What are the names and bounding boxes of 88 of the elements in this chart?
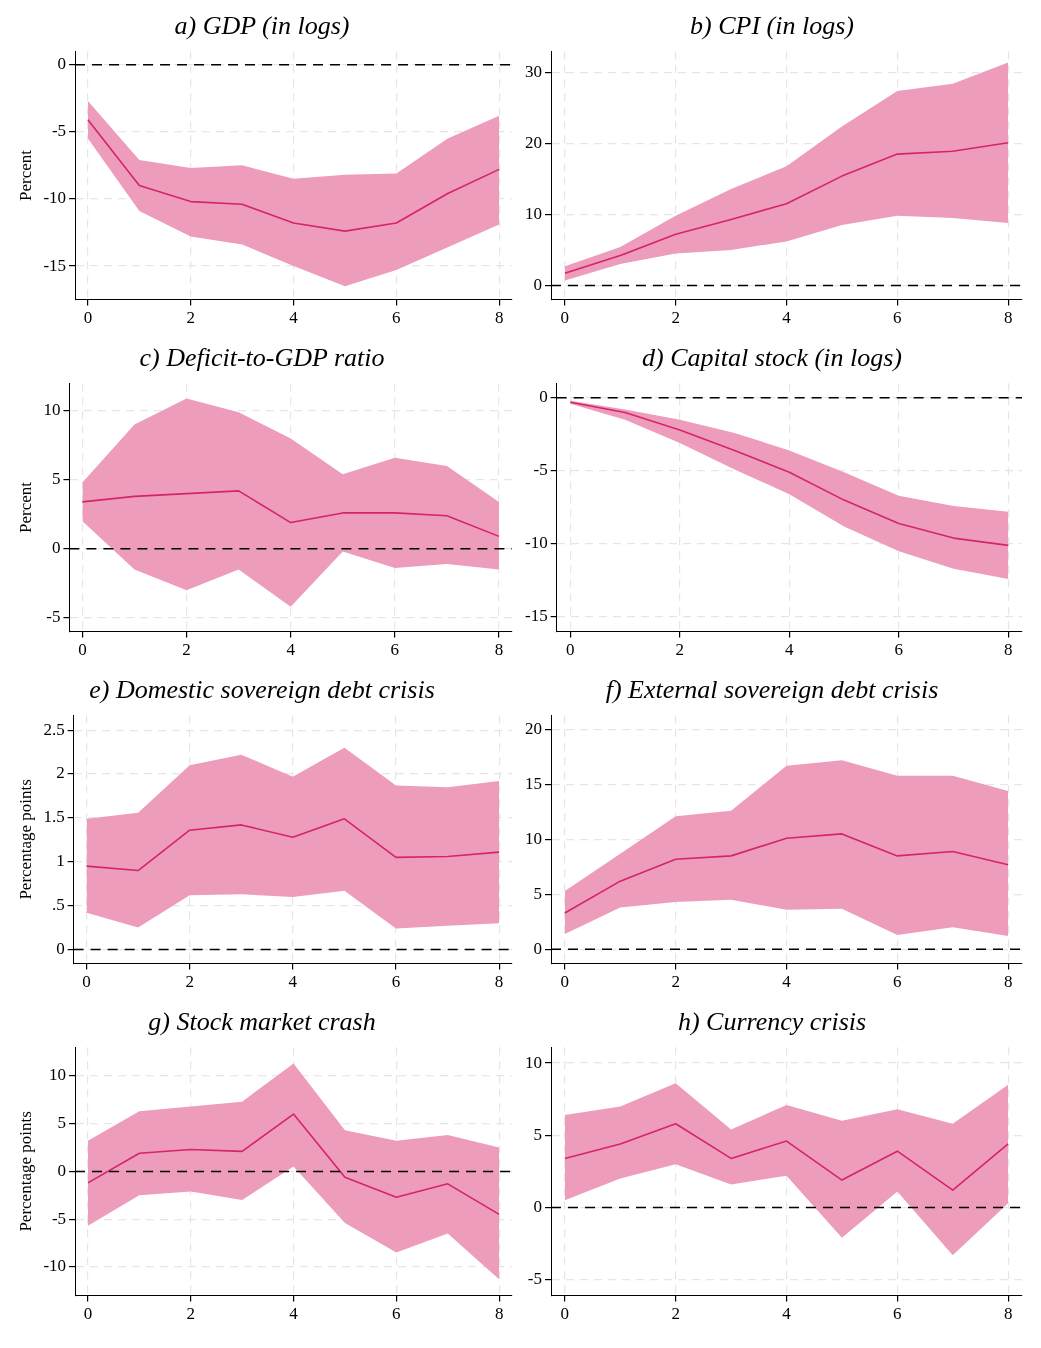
chart-title: b) CPI (in logs): [690, 11, 854, 41]
y-tick-label: 5: [533, 883, 542, 903]
x-tick-label: 8: [1003, 1304, 1013, 1324]
y-axis-title: Percent: [15, 481, 35, 533]
x-tick-label: 0: [78, 640, 87, 660]
x-tick-label: 6: [893, 972, 902, 992]
x-tick-label: 2: [675, 640, 685, 660]
x-tick-label: 6: [893, 1304, 902, 1324]
chart-title: f) External sovereign debt crisis: [605, 675, 939, 705]
y-tick-label: -5: [533, 460, 548, 480]
x-tick-label: 4: [289, 308, 299, 328]
x-tick-label: 4: [288, 972, 298, 992]
y-tick-label: 10: [525, 203, 542, 223]
x-tick-label: 8: [1003, 972, 1013, 992]
chart-title: h) Currency crisis: [677, 1007, 867, 1037]
y-tick-label: 5: [57, 1113, 67, 1133]
x-tick-label: 2: [186, 1304, 195, 1324]
y-tick-label: 0: [51, 538, 61, 558]
y-tick-label: 15: [525, 773, 542, 793]
y-tick-label: 10: [49, 1065, 67, 1085]
y-tick-label: -5: [46, 607, 61, 627]
x-tick-label: 4: [286, 640, 296, 660]
y-tick-label: 10: [525, 1052, 542, 1072]
chart-title: a) GDP (in logs): [174, 11, 350, 41]
x-tick-label: 4: [782, 972, 792, 992]
x-tick-label: 2: [182, 640, 191, 660]
y-tick-label: 10: [525, 828, 542, 848]
chart-title: g) Stock market crash: [148, 1007, 376, 1037]
y-tick-label: 0: [57, 1160, 67, 1180]
x-tick-label: 8: [1003, 308, 1013, 328]
x-tick-label: 2: [185, 972, 194, 992]
x-tick-label: 8: [494, 640, 504, 660]
x-tick-label: 4: [782, 1304, 792, 1324]
y-tick-label: 0: [533, 1196, 542, 1216]
y-tick-label: 5: [533, 1124, 542, 1144]
x-tick-label: 2: [671, 1304, 680, 1324]
y-tick-label: 0: [57, 54, 67, 74]
chart-title: d) Capital stock (in logs): [642, 343, 902, 373]
x-tick-label: 0: [560, 1304, 570, 1324]
y-tick-label: 1: [56, 851, 65, 871]
x-tick-label: 8: [494, 972, 504, 992]
x-tick-label: 6: [392, 1304, 401, 1324]
x-tick-label: 0: [83, 308, 93, 328]
y-tick-label: 1.5: [43, 807, 65, 827]
y-tick-label: 2: [56, 763, 65, 783]
x-tick-label: 4: [289, 1304, 299, 1324]
x-tick-label: 6: [392, 308, 401, 328]
x-tick-label: 6: [391, 972, 401, 992]
y-tick-label: -10: [524, 533, 548, 553]
y-tick-label: 0: [533, 274, 542, 294]
y-tick-label: 0: [56, 939, 65, 959]
y-tick-label: 0: [539, 387, 548, 407]
x-tick-label: 0: [566, 640, 575, 660]
y-tick-label: 0: [533, 938, 542, 958]
x-tick-label: 6: [390, 640, 400, 660]
y-tick-label: -10: [43, 1256, 67, 1276]
y-tick-label: 20: [525, 718, 542, 738]
x-tick-label: 8: [1004, 640, 1013, 660]
y-tick-label: 5: [51, 469, 61, 489]
y-tick-label: -5: [51, 121, 67, 141]
x-tick-label: 0: [82, 972, 91, 992]
y-tick-label: 20: [525, 132, 542, 152]
x-tick-label: 2: [186, 308, 195, 328]
x-tick-label: 6: [894, 640, 904, 660]
x-tick-label: 0: [560, 308, 570, 328]
x-tick-label: 8: [494, 308, 504, 328]
x-tick-label: 8: [494, 1304, 504, 1324]
y-tick-label: -10: [43, 188, 67, 208]
x-tick-label: 4: [785, 640, 795, 660]
x-tick-label: 0: [560, 972, 570, 992]
x-tick-label: 0: [83, 1304, 93, 1324]
y-axis-title: Percentage points: [15, 1111, 35, 1232]
y-axis-title: Percent: [15, 149, 35, 201]
y-tick-label: -15: [43, 255, 67, 275]
y-tick-label: -5: [51, 1208, 67, 1228]
y-tick-label: -5: [527, 1269, 542, 1289]
chart-title: e) Domestic sovereign debt crisis: [89, 675, 435, 705]
y-tick-label: .5: [51, 895, 65, 915]
y-tick-label: -15: [524, 606, 548, 626]
chart-title: c) Deficit-to-GDP ratio: [139, 343, 385, 373]
x-tick-label: 2: [671, 972, 680, 992]
y-tick-label: 2.5: [43, 719, 65, 739]
x-tick-label: 4: [782, 308, 792, 328]
x-tick-label: 2: [671, 308, 680, 328]
y-axis-title: Percentage points: [15, 779, 35, 900]
x-tick-label: 6: [893, 308, 902, 328]
y-tick-label: 10: [43, 400, 61, 420]
y-tick-label: 30: [525, 61, 542, 81]
